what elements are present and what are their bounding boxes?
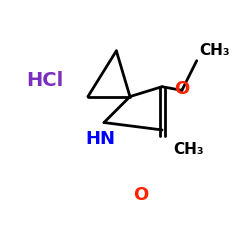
- Text: CH₃: CH₃: [199, 43, 230, 58]
- Text: HN: HN: [85, 130, 115, 148]
- Text: O: O: [174, 80, 190, 98]
- Text: O: O: [134, 186, 149, 204]
- Text: CH₃: CH₃: [173, 142, 204, 157]
- Text: HCl: HCl: [26, 71, 63, 90]
